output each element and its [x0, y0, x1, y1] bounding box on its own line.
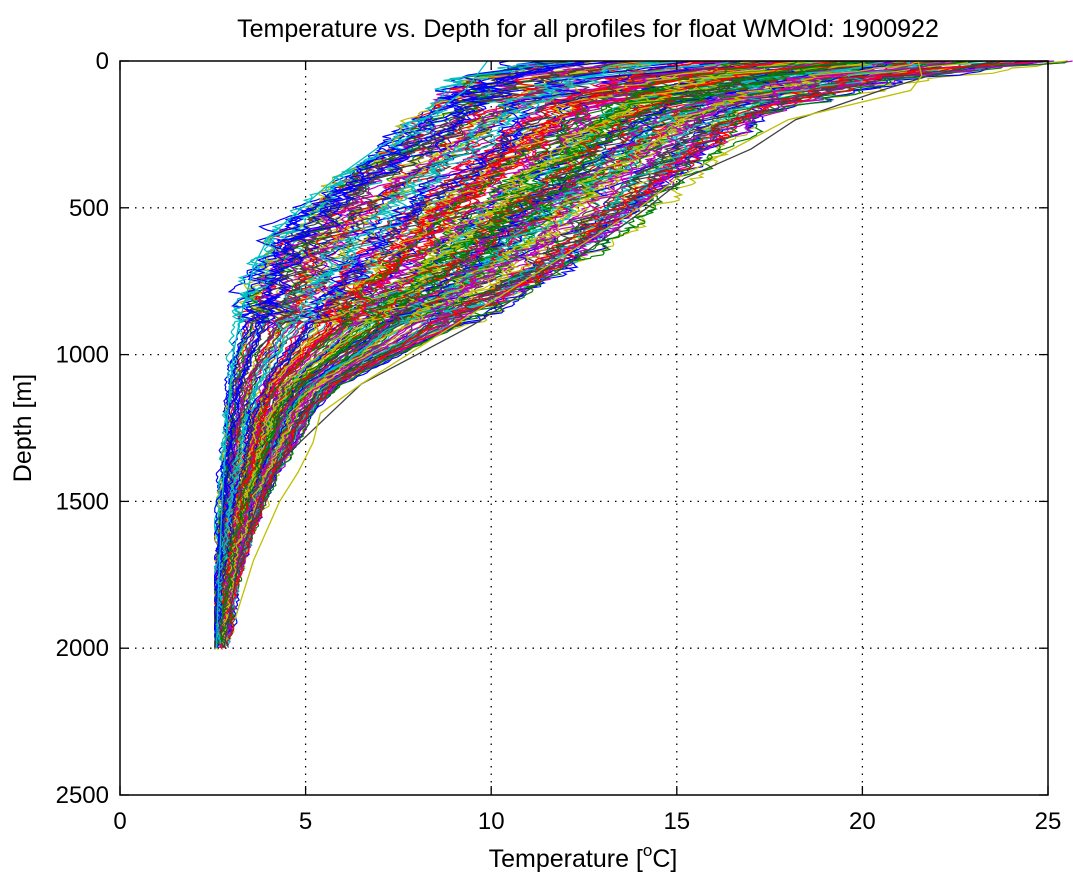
x-tick-label: 0 — [113, 808, 126, 835]
profiles — [213, 60, 1073, 650]
profile-line — [219, 60, 921, 636]
profile-line — [221, 60, 832, 646]
x-axis-label-prefix: Temperature [ — [489, 845, 643, 873]
y-axis-label: Depth [m] — [9, 374, 37, 482]
y-tick-label: 1000 — [56, 342, 109, 369]
profile-line — [220, 60, 991, 648]
x-tick-label: 10 — [478, 808, 505, 835]
profile-line — [218, 60, 795, 638]
x-axis-label-superscript: o — [643, 841, 652, 860]
x-axis-label: Temperature [oC] — [489, 841, 678, 873]
axes — [119, 60, 1049, 796]
profile-line — [225, 60, 1031, 634]
y-tick-label: 500 — [69, 195, 109, 222]
profile-line — [234, 60, 923, 619]
y-tick-label: 1500 — [56, 488, 109, 515]
profile-line — [224, 60, 1002, 641]
profile-line — [214, 60, 584, 633]
grid — [120, 61, 1048, 795]
profile-line — [223, 60, 997, 649]
y-tick-label: 0 — [96, 48, 109, 75]
profile-line — [218, 60, 878, 647]
ticks: 0 5 10 15 20 25 0 500 1000 1500 2000 2500 — [56, 48, 1062, 835]
profile-line — [215, 60, 489, 649]
profile-line — [214, 60, 730, 643]
axes-frame — [119, 60, 1049, 796]
profile-line — [219, 60, 843, 650]
y-tick-label: 2000 — [56, 635, 109, 662]
profile-line — [215, 60, 769, 648]
profile-line — [226, 60, 964, 643]
x-tick-label: 20 — [849, 808, 876, 835]
chart-title: Temperature vs. Depth for all profiles f… — [237, 15, 939, 43]
x-tick-label: 5 — [299, 808, 312, 835]
profile-line — [214, 60, 612, 638]
x-axis-label-suffix: C] — [652, 845, 677, 873]
profile-line — [217, 60, 681, 645]
y-tick-label: 2500 — [56, 782, 109, 809]
profile-line — [223, 60, 930, 645]
profile-line — [215, 60, 691, 649]
x-tick-label: 25 — [1035, 808, 1062, 835]
profile-line — [220, 60, 924, 645]
x-tick-label: 15 — [663, 808, 690, 835]
profile-line — [214, 60, 639, 642]
profile-line — [223, 61, 954, 638]
